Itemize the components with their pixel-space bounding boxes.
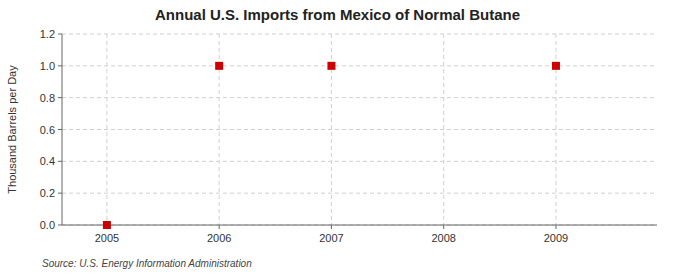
tick-mark	[58, 97, 62, 98]
grid	[62, 34, 657, 225]
point	[552, 62, 560, 70]
tick-label: 2008	[431, 232, 455, 244]
grid-line	[62, 34, 657, 35]
grid-line	[62, 97, 657, 98]
tick-label: 2005	[95, 232, 119, 244]
tick-label: 2007	[319, 232, 343, 244]
title: Annual U.S. Imports from Mexico of Norma…	[155, 6, 520, 23]
tick-mark	[58, 161, 62, 162]
y-axis-label: Thousand Barrels per Day	[6, 65, 18, 194]
tick-mark	[58, 34, 62, 35]
tick-mark	[58, 65, 62, 66]
tick-label: 1.2	[40, 28, 55, 40]
source-note: Source: U.S. Energy Information Administ…	[42, 258, 252, 269]
point	[215, 62, 223, 70]
grid-line	[62, 225, 657, 226]
tick-label: 1.0	[40, 60, 55, 72]
tick-label: 2009	[544, 232, 568, 244]
tick-mark	[58, 129, 62, 130]
point	[327, 62, 335, 70]
chart: Annual U.S. Imports from Mexico of Norma…	[0, 0, 675, 275]
tick-label: 0.0	[40, 219, 55, 231]
tick-mark	[58, 225, 62, 226]
points	[103, 62, 560, 229]
grid-line	[62, 161, 657, 162]
x-axis-line	[62, 225, 657, 226]
tick-mark	[443, 225, 444, 229]
grid-line	[443, 34, 444, 225]
tick-mark	[331, 225, 332, 229]
axes: 0.0 0.2 0.4 0.6 0.8 1.0 1.2 2005 2006 2007 2008 200…	[40, 28, 657, 244]
tick-label: 2006	[207, 232, 231, 244]
tick-mark	[58, 193, 62, 194]
point	[103, 221, 111, 229]
grid-line	[62, 193, 657, 194]
grid-line	[62, 129, 657, 130]
tick-label: 0.6	[40, 124, 55, 136]
tick-mark	[555, 225, 556, 229]
plot-area	[62, 34, 657, 225]
tick-mark	[219, 225, 220, 229]
tick-label: 0.4	[40, 155, 55, 167]
tick-label: 0.8	[40, 92, 55, 104]
chart-container: Annual U.S. Imports from Mexico of Norma…	[0, 0, 675, 275]
grid-line	[62, 65, 657, 66]
tick-label: 0.2	[40, 187, 55, 199]
grid-line	[106, 34, 107, 225]
y-axis-line	[62, 34, 63, 225]
